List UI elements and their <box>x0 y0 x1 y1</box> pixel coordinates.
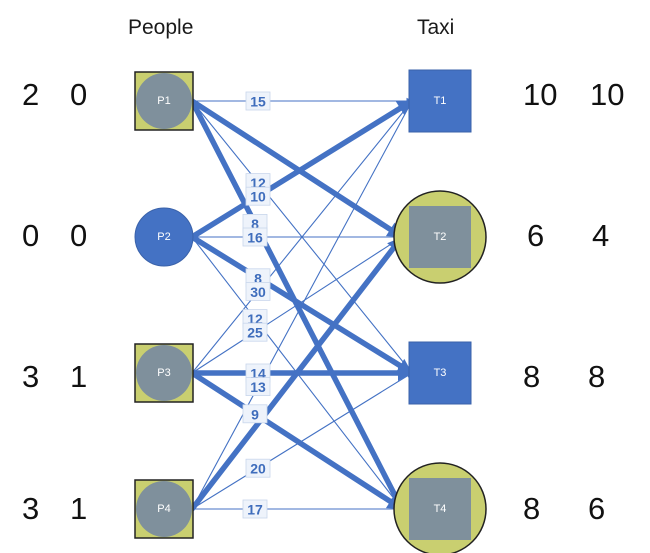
person-node-p4: P4 <box>134 479 194 539</box>
people-header: People <box>128 16 194 39</box>
svg-text:20: 20 <box>250 461 266 477</box>
svg-text:9: 9 <box>251 406 259 422</box>
t4-value-a: 8 <box>523 491 541 526</box>
nodes-layer: P1 P2 P3 P4 T1 T2 T3 T4 <box>134 69 487 553</box>
weight-label-p3-t1: 30 <box>245 281 271 301</box>
taxi-node-t2: T2 <box>393 190 487 284</box>
edges-layer <box>189 97 415 513</box>
svg-text:15: 15 <box>250 94 266 110</box>
t1-value-a: 10 <box>523 77 558 112</box>
person-node-p1: P1 <box>134 71 194 131</box>
person-node-p2: P2 <box>134 207 194 267</box>
taxi-node-t4: T4 <box>393 462 487 553</box>
edge-arrowhead-p2-t1 <box>395 101 412 116</box>
svg-text:16: 16 <box>247 230 263 246</box>
t2-value-b: 4 <box>592 218 610 253</box>
edge-p2-t3 <box>189 234 415 376</box>
svg-text:P2: P2 <box>157 231 170 243</box>
svg-text:17: 17 <box>247 502 263 518</box>
edge-p3-t1 <box>191 100 413 374</box>
svg-text:P1: P1 <box>157 95 170 107</box>
weight-label-p3-t4: 9 <box>242 404 268 424</box>
svg-text:25: 25 <box>247 325 263 341</box>
weight-label-p1-t1: 15 <box>245 91 271 111</box>
svg-text:T3: T3 <box>434 367 447 379</box>
p3-value-a: 3 <box>22 359 40 394</box>
p2-value-b: 0 <box>70 218 88 253</box>
taxi-header: Taxi <box>417 16 455 39</box>
edge-p2-t1 <box>189 98 415 240</box>
svg-text:30: 30 <box>250 284 266 300</box>
weight-label-p4-t1: 13 <box>245 377 271 397</box>
t4-value-b: 6 <box>588 491 606 526</box>
p4-value-b: 1 <box>70 491 88 526</box>
p1-value-a: 2 <box>22 77 40 112</box>
edge-arrowhead-p3-t3 <box>398 365 412 381</box>
person-node-p3: P3 <box>134 343 194 403</box>
svg-text:13: 13 <box>250 379 266 395</box>
weight-label-p4-t4: 17 <box>242 499 268 519</box>
edge-p3-t4 <box>189 370 405 512</box>
weight-label-p2-t2: 16 <box>242 227 268 247</box>
svg-text:P3: P3 <box>157 367 170 379</box>
t3-value-a: 8 <box>523 359 541 394</box>
weight-label-p2-t1: 10 <box>245 186 271 206</box>
t2-value-a: 6 <box>527 218 545 253</box>
p4-value-a: 3 <box>22 491 40 526</box>
svg-text:T1: T1 <box>434 95 447 107</box>
taxi-node-t1: T1 <box>408 69 472 133</box>
edge-p4-t2 <box>189 234 405 512</box>
taxi-node-t3: T3 <box>408 341 472 405</box>
p2-value-a: 0 <box>22 218 40 253</box>
t1-value-b: 10 <box>590 77 625 112</box>
svg-text:P4: P4 <box>157 503 170 515</box>
svg-text:8: 8 <box>251 216 259 232</box>
svg-text:T2: T2 <box>434 231 447 243</box>
p1-value-b: 0 <box>70 77 88 112</box>
svg-text:8: 8 <box>254 270 262 286</box>
svg-text:T4: T4 <box>434 503 447 515</box>
t3-value-b: 8 <box>588 359 606 394</box>
weight-label-p3-t2: 25 <box>242 322 268 342</box>
p3-value-b: 1 <box>70 359 88 394</box>
weight-label-p4-t3: 20 <box>245 458 271 478</box>
svg-text:10: 10 <box>250 189 266 205</box>
